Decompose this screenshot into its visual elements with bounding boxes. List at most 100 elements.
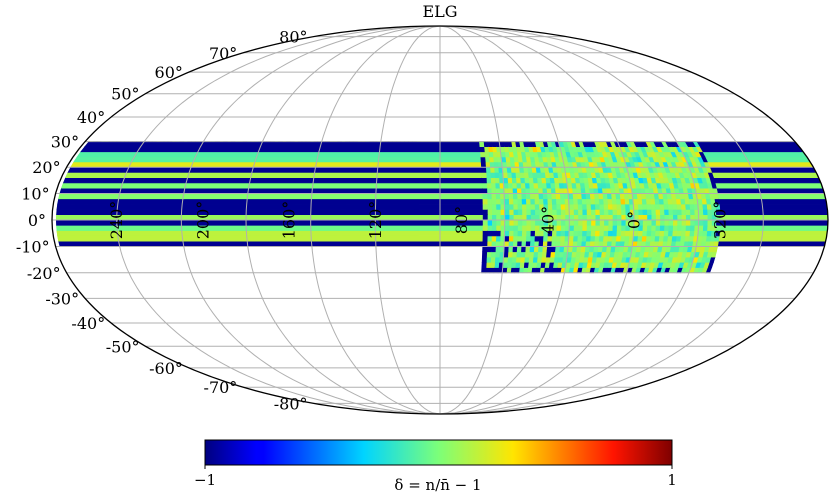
pixel [520, 193, 527, 200]
longitude-tick-label: 200° [193, 201, 212, 240]
pixel [550, 240, 557, 247]
pixel [491, 230, 497, 237]
pixel [611, 230, 617, 237]
pixel [663, 230, 669, 237]
pixel [506, 261, 512, 268]
pixel [485, 261, 491, 268]
pixel [568, 209, 574, 215]
pixel [650, 209, 656, 215]
pixel [503, 198, 510, 205]
pixel [533, 235, 540, 242]
pixel [489, 261, 496, 268]
pixel [486, 182, 492, 189]
latitude-tick-label: -30° [45, 289, 79, 308]
pixel [482, 230, 488, 237]
pixel [559, 203, 566, 210]
pixel [521, 235, 527, 242]
latitude-tick-label: 50° [111, 85, 139, 104]
pixel [533, 240, 539, 247]
pixel [654, 209, 661, 215]
pixel [499, 240, 505, 247]
pixel [663, 225, 669, 231]
pixel [529, 230, 536, 237]
pixel [594, 219, 600, 226]
pixel [508, 225, 514, 231]
pixel [493, 166, 499, 173]
pixel [538, 198, 544, 205]
pixel [493, 172, 500, 178]
pixel [482, 187, 488, 194]
pixel [506, 172, 512, 178]
pixel [529, 203, 536, 210]
pixel [521, 225, 527, 231]
pixel [607, 219, 613, 226]
pixel [576, 235, 583, 242]
pixel [525, 209, 531, 215]
pixel [586, 214, 592, 221]
pixel [611, 203, 617, 210]
pixel [495, 209, 501, 215]
pixel [482, 209, 488, 215]
pixel [491, 214, 497, 221]
pixel [510, 172, 517, 178]
pixel [702, 209, 708, 215]
pixel [520, 187, 526, 194]
pixel [559, 230, 566, 237]
pixel [524, 246, 531, 253]
pixel [559, 198, 565, 205]
pixel [504, 214, 510, 221]
pixel [494, 182, 500, 189]
longitude-tick-label: 120° [366, 201, 385, 240]
pixel [616, 214, 622, 221]
pixel [487, 225, 493, 231]
pixel [508, 209, 514, 215]
pixel [702, 225, 708, 231]
pixel [525, 235, 531, 242]
pixel [586, 219, 592, 226]
pixel [585, 198, 591, 205]
pixel [495, 235, 501, 242]
pixel [667, 203, 673, 210]
pixel [516, 187, 522, 194]
latitude-tick-label: -40° [71, 314, 105, 333]
pixel [521, 209, 527, 215]
latitude-tick-label: -70° [204, 378, 238, 397]
pixel [685, 214, 691, 221]
pixel [564, 225, 570, 231]
pixel [525, 198, 531, 205]
pixel [599, 214, 605, 221]
pixel [560, 225, 566, 231]
pixel [480, 151, 486, 158]
pixel [482, 219, 488, 226]
pixel [693, 219, 700, 226]
pixel [537, 240, 544, 247]
pixel [672, 219, 678, 226]
longitude-tick-label: 320° [711, 201, 730, 240]
pixel [482, 225, 488, 231]
pixel [577, 203, 583, 210]
pixel [616, 219, 622, 226]
pixel [572, 198, 578, 205]
pixel [594, 203, 600, 210]
pixel [568, 203, 574, 210]
pixel [491, 225, 497, 231]
longitude-tick-label: 240° [107, 201, 126, 240]
pixel [550, 246, 556, 253]
pixel [515, 251, 522, 258]
longitude-tick-label: 160° [280, 201, 299, 240]
pixel [590, 219, 596, 226]
pixel [504, 230, 510, 237]
pixel [504, 219, 510, 226]
pixel [525, 240, 531, 247]
pixel [560, 209, 566, 215]
latitude-tick-label: -80° [274, 394, 308, 413]
pixel [507, 246, 513, 253]
pixel [511, 177, 517, 184]
pixel [521, 230, 527, 237]
pixel [491, 198, 497, 205]
pixel [512, 240, 518, 247]
pixel [486, 240, 492, 247]
pixel [530, 209, 536, 215]
pixel [615, 203, 622, 210]
pixel [581, 203, 587, 210]
